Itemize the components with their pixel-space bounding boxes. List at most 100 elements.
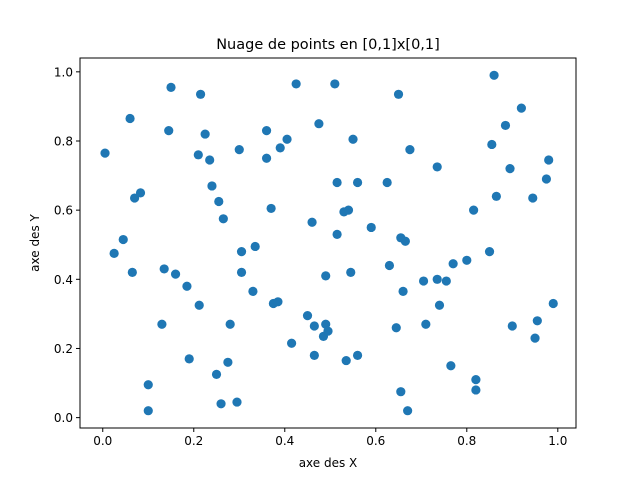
- data-point-52: [330, 79, 340, 89]
- data-point-34: [261, 126, 272, 136]
- data-point-59: [348, 134, 358, 144]
- data-point-78: [441, 276, 451, 286]
- data-point-85: [484, 247, 495, 257]
- data-point-82: [469, 205, 479, 215]
- x-tick-label: 0.2: [184, 434, 203, 448]
- data-point-16: [193, 150, 203, 160]
- data-point-7: [143, 380, 153, 390]
- data-point-53: [332, 177, 342, 188]
- data-point-54: [332, 229, 342, 239]
- y-tick-label: 0.8: [54, 134, 73, 148]
- data-point-69: [398, 286, 408, 297]
- data-point-72: [405, 145, 415, 155]
- data-point-49: [321, 271, 331, 281]
- data-point-14: [182, 281, 192, 291]
- data-point-41: [287, 338, 297, 348]
- data-point-31: [236, 267, 247, 277]
- data-point-79: [446, 361, 456, 371]
- data-point-76: [432, 274, 442, 284]
- data-point-84: [471, 385, 481, 395]
- data-point-12: [166, 82, 176, 92]
- data-point-73: [418, 276, 429, 286]
- data-point-57: [341, 355, 351, 366]
- data-point-94: [530, 333, 540, 343]
- data-point-8: [143, 406, 153, 416]
- data-point-3: [125, 113, 135, 124]
- data-point-92: [516, 103, 526, 113]
- data-point-11: [164, 126, 174, 136]
- data-point-95: [532, 316, 542, 326]
- data-point-74: [421, 319, 431, 329]
- data-point-63: [382, 177, 392, 188]
- data-point-13: [170, 269, 181, 279]
- data-point-64: [384, 260, 395, 271]
- data-point-18: [195, 89, 206, 99]
- data-point-19: [200, 129, 210, 139]
- data-point-46: [309, 350, 319, 360]
- plot-frame: [79, 57, 577, 429]
- data-point-89: [500, 120, 511, 131]
- data-point-70: [400, 236, 410, 246]
- data-point-25: [216, 399, 226, 409]
- data-point-88: [491, 191, 501, 201]
- data-point-2: [118, 234, 128, 245]
- y-tick-label: 0.6: [54, 204, 73, 218]
- data-point-4: [127, 267, 137, 277]
- data-point-28: [232, 397, 242, 407]
- y-tick-label: 0.2: [54, 342, 73, 356]
- data-point-58: [346, 267, 356, 277]
- points-layer: [100, 70, 558, 416]
- data-point-40: [282, 134, 292, 144]
- data-point-56: [343, 205, 354, 215]
- x-tick-label: 1.0: [548, 434, 567, 448]
- data-point-50: [321, 319, 331, 329]
- data-point-71: [403, 406, 413, 416]
- data-point-6: [135, 188, 146, 198]
- data-point-17: [194, 300, 204, 310]
- chart-title: Nuage de points en [0,1]x[0,1]: [216, 37, 440, 53]
- data-point-60: [352, 177, 363, 188]
- data-point-20: [205, 155, 215, 165]
- data-point-65: [391, 323, 401, 333]
- data-point-75: [432, 162, 442, 172]
- data-point-21: [207, 181, 217, 191]
- data-point-81: [462, 255, 472, 265]
- data-point-77: [434, 300, 445, 310]
- x-tick-label: 0.4: [275, 434, 294, 448]
- data-point-36: [266, 203, 276, 214]
- data-point-51: [323, 326, 333, 336]
- data-point-32: [248, 286, 258, 297]
- data-point-29: [234, 145, 244, 155]
- data-point-1: [109, 248, 119, 258]
- data-point-86: [487, 139, 497, 150]
- data-point-47: [314, 119, 324, 129]
- data-point-96: [541, 174, 552, 184]
- x-tick-label: 0.0: [93, 434, 112, 448]
- data-point-23: [214, 196, 224, 207]
- x-axis-label: axe des X: [299, 456, 358, 470]
- x-tick-label: 0.8: [457, 434, 476, 448]
- axis-layer: 0.0 0.2 0.4 0.6 0.8 1.0 0.0 0.2 0.4 0.6 0.8 1.0: [54, 65, 567, 448]
- data-point-98: [548, 298, 558, 309]
- data-point-42: [291, 79, 301, 89]
- data-point-0: [100, 148, 110, 158]
- data-point-39: [275, 143, 285, 153]
- x-tick-label: 0.6: [366, 434, 385, 448]
- data-point-24: [218, 214, 228, 224]
- data-point-22: [211, 369, 222, 379]
- data-point-43: [302, 311, 313, 321]
- data-point-30: [236, 247, 247, 257]
- data-point-93: [528, 193, 538, 203]
- data-point-35: [261, 153, 272, 163]
- data-point-83: [471, 374, 481, 385]
- data-point-27: [225, 319, 235, 329]
- data-point-44: [307, 217, 317, 227]
- data-point-66: [393, 89, 404, 99]
- data-point-5: [130, 193, 140, 203]
- y-tick-label: 0.0: [54, 411, 73, 425]
- data-point-97: [544, 155, 554, 165]
- y-axis-label: axe des Y: [28, 213, 42, 271]
